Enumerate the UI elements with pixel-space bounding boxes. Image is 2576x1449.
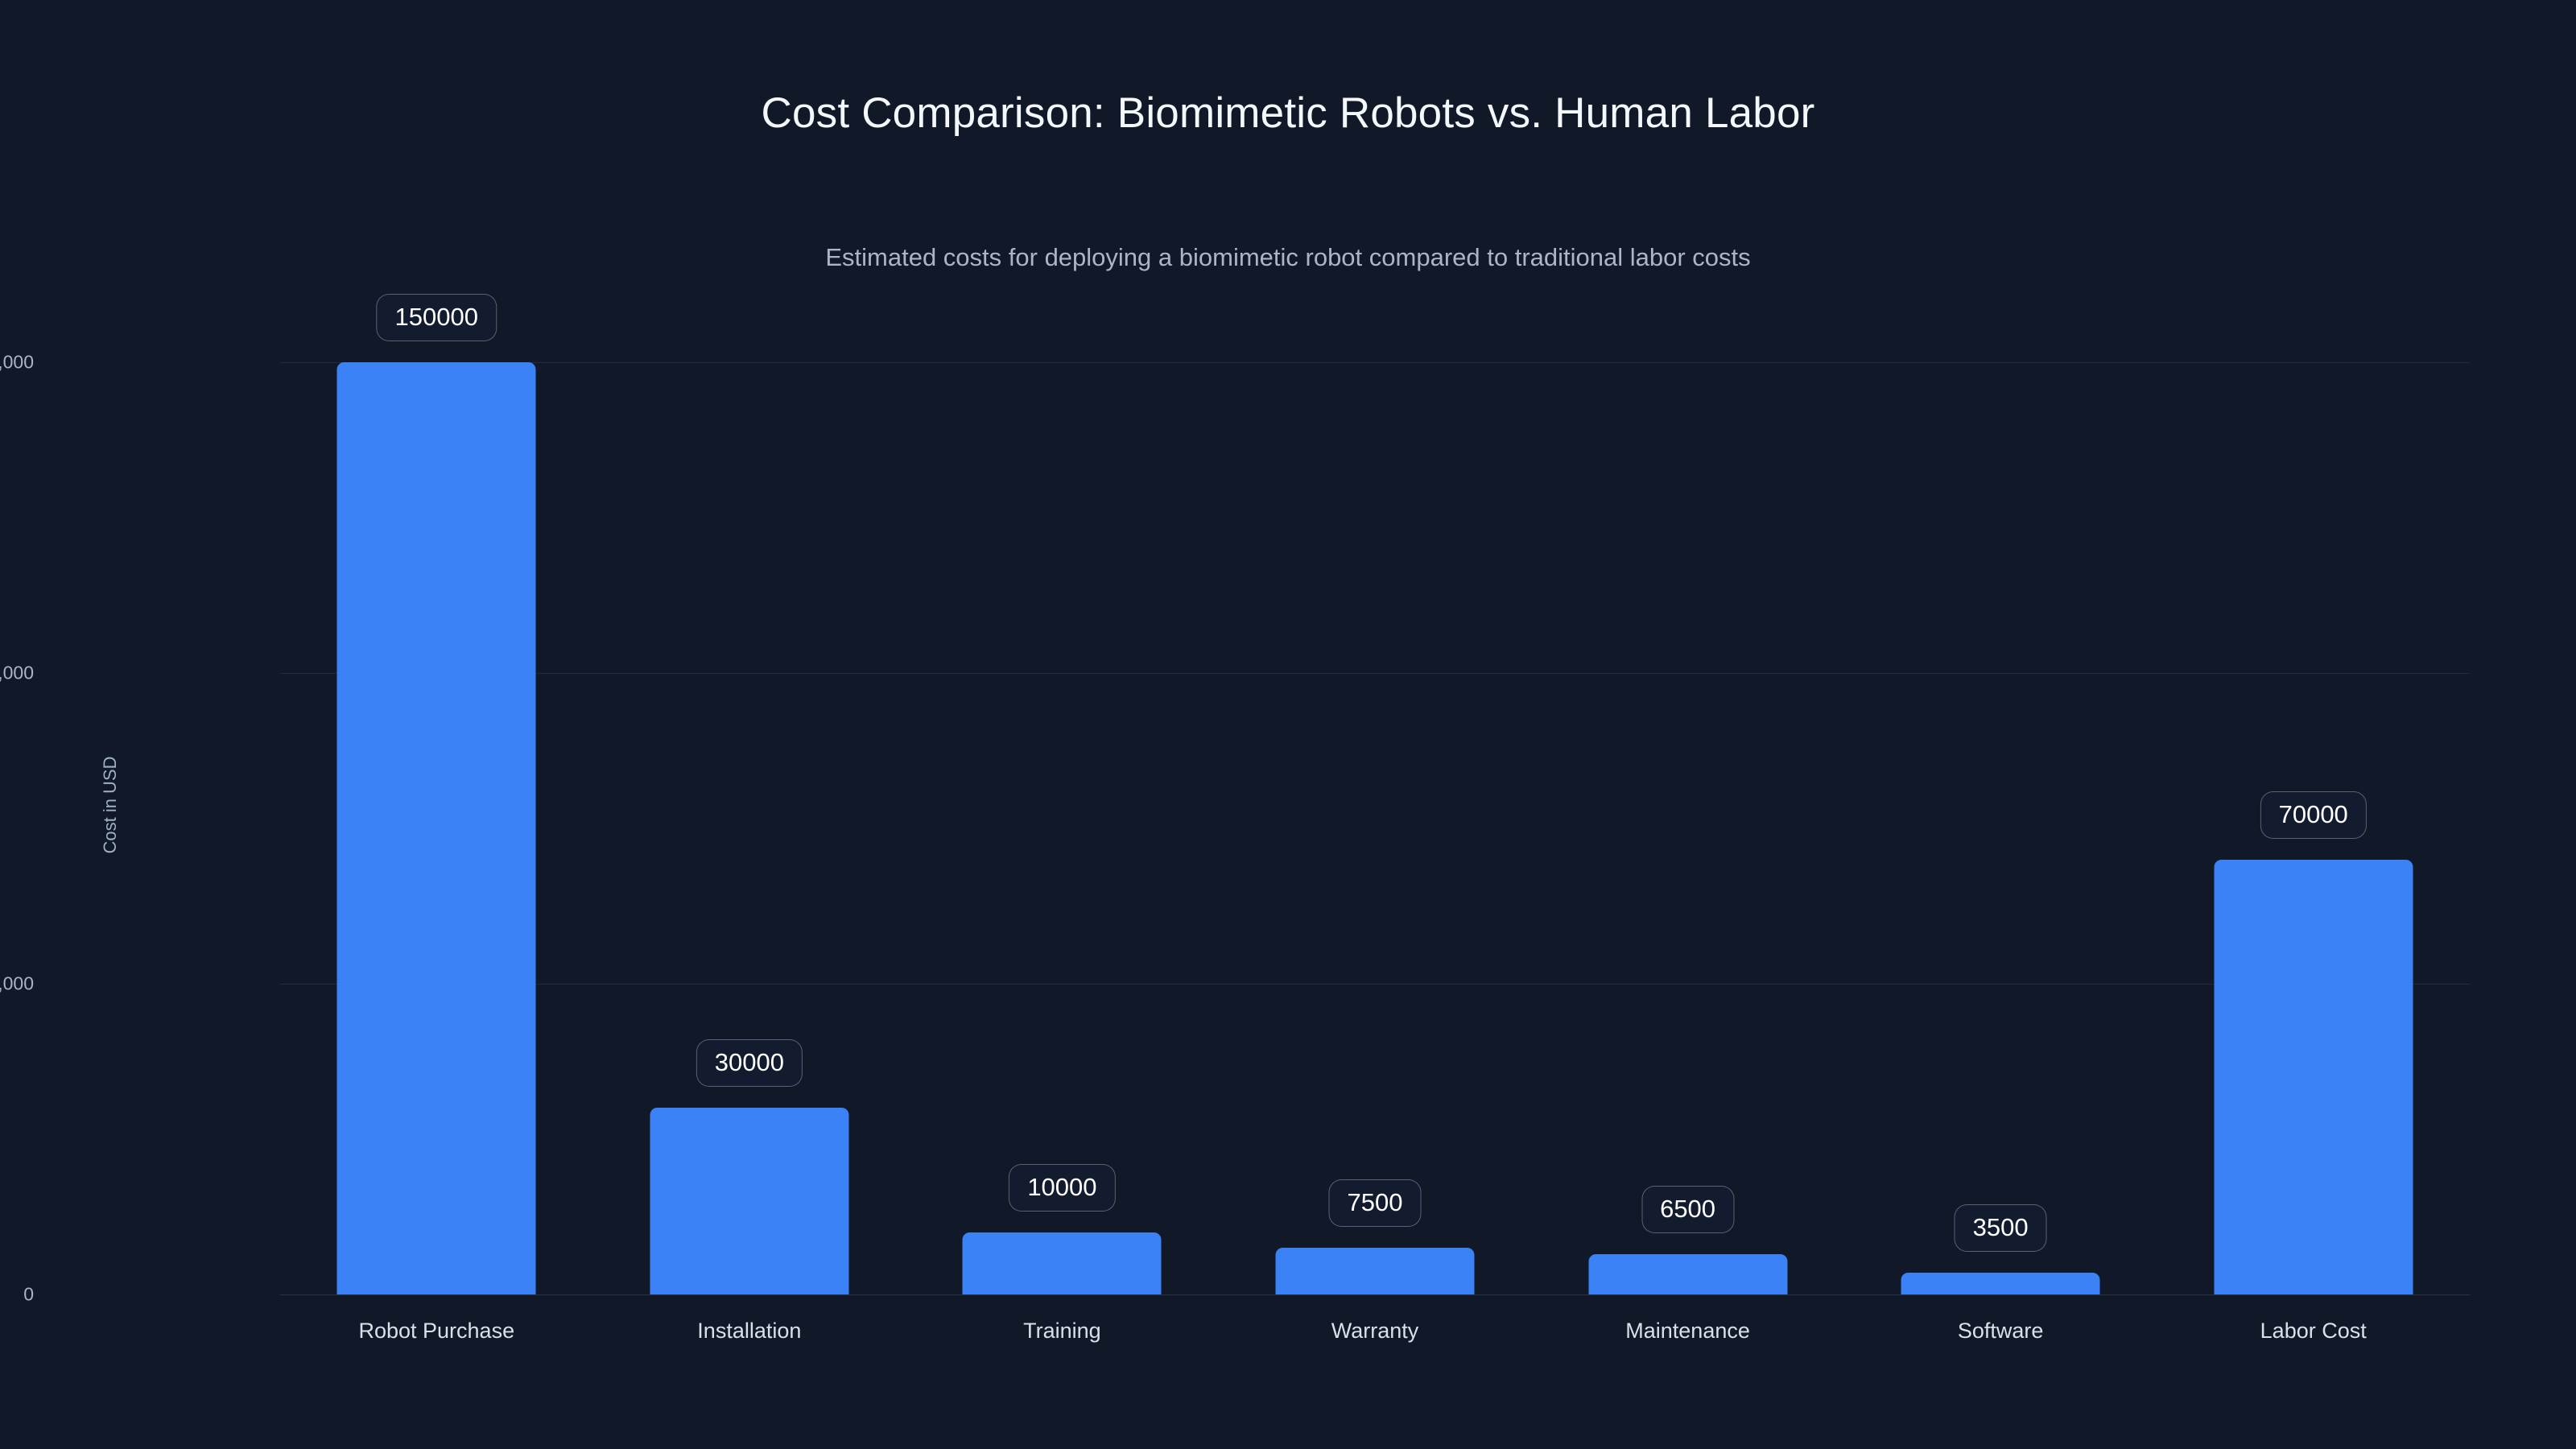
plot-area: 150000 30000 10000 7500 6500 3500 70000	[280, 294, 2470, 1295]
y-axis-tick-label: 50,000	[0, 972, 34, 994]
x-axis-tick-label: Training	[1023, 1319, 1101, 1343]
bar[interactable]	[2214, 859, 2413, 1294]
y-axis-tick-label: 100,000	[0, 662, 34, 683]
bar-value-label: 150000	[376, 294, 497, 342]
bar-value-label: 30000	[696, 1039, 803, 1088]
gridline	[280, 984, 2470, 985]
gridline	[280, 362, 2470, 364]
bar-value-label: 6500	[1641, 1185, 1735, 1233]
x-axis-tick-label: Robot Purchase	[358, 1319, 515, 1343]
chart-title: Cost Comparison: Biomimetic Robots vs. H…	[761, 89, 1815, 137]
x-axis-tick-label: Labor Cost	[2260, 1319, 2367, 1343]
y-axis-title: Cost in USD	[100, 756, 120, 854]
bar-value-label: 10000	[1009, 1163, 1116, 1212]
x-axis-tick-label: Installation	[697, 1319, 802, 1343]
bar-slot: 150000	[280, 294, 593, 1294]
y-axis-tick-label: 0	[23, 1283, 34, 1305]
bar[interactable]	[336, 362, 536, 1294]
bar-slot: 70000	[2157, 325, 2470, 1294]
bar-slot: 6500	[1531, 325, 1844, 1294]
bar-slot: 10000	[906, 325, 1219, 1294]
bar-value-label: 70000	[2260, 791, 2367, 839]
bar-slot: 7500	[1219, 325, 1532, 1294]
x-axis-tick-label: Maintenance	[1625, 1319, 1750, 1343]
bar-slot: 30000	[593, 325, 906, 1294]
bar[interactable]	[1588, 1253, 1788, 1294]
y-axis-tick-label: 150,000	[0, 351, 34, 373]
bar[interactable]	[1275, 1248, 1475, 1294]
bar[interactable]	[962, 1232, 1162, 1294]
gridline	[280, 673, 2470, 675]
bar[interactable]	[1901, 1273, 2100, 1294]
gridline	[280, 1294, 2470, 1295]
bar-value-label: 7500	[1328, 1179, 1422, 1228]
bar-slot: 3500	[1844, 325, 2157, 1294]
x-axis-tick-label: Software	[1957, 1319, 2044, 1343]
bar-value-label: 3500	[1954, 1204, 2047, 1252]
chart-subtitle: Estimated costs for deploying a biomimet…	[825, 243, 1751, 271]
bar[interactable]	[650, 1108, 849, 1294]
x-axis-tick-label: Warranty	[1331, 1319, 1419, 1343]
